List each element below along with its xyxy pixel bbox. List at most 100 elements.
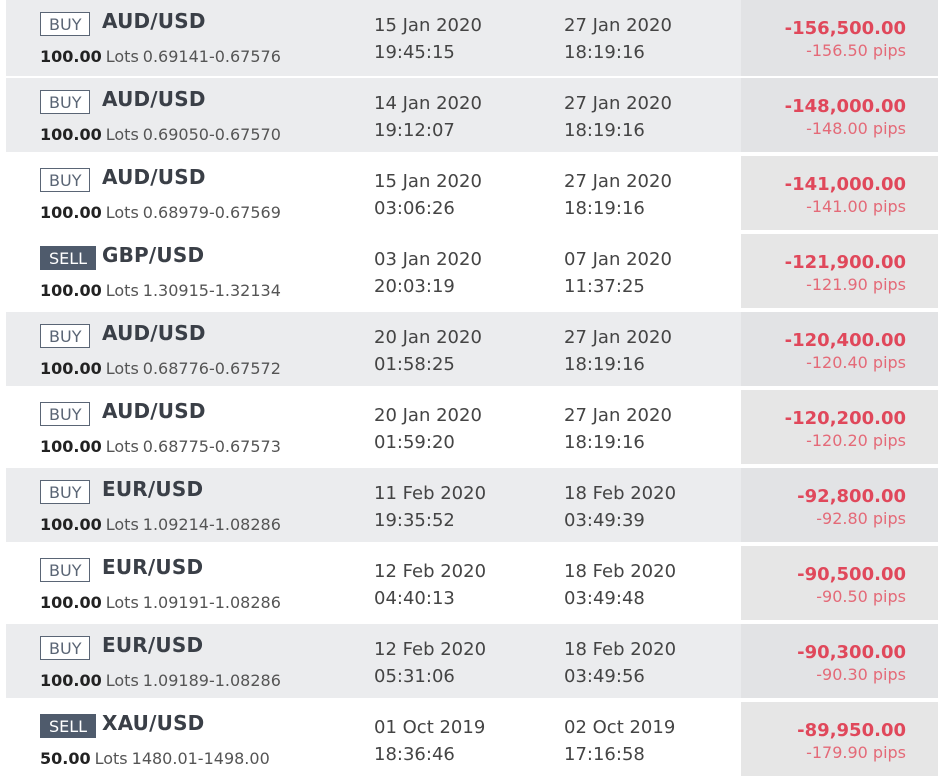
side-badge: BUY bbox=[40, 168, 91, 192]
profit-value: -120,200.00 bbox=[784, 408, 906, 429]
pnl-cell: -120,400.00 -120.40 pips bbox=[741, 312, 938, 386]
lots-unit: Lots bbox=[105, 125, 139, 144]
pnl-cell: -141,000.00 -141.00 pips bbox=[741, 156, 938, 230]
close-date: 18 Feb 2020 bbox=[564, 639, 677, 660]
open-datetime: 12 Feb 2020 05:31:06 bbox=[374, 636, 486, 690]
close-date: 18 Feb 2020 bbox=[564, 561, 677, 582]
open-datetime: 11 Feb 2020 19:35:52 bbox=[374, 480, 486, 534]
pnl-cell: -90,300.00 -90.30 pips bbox=[741, 624, 938, 698]
trade-row[interactable]: SELL XAU/USD 50.00 Lots 1480.01-1498.00 01… bbox=[6, 702, 938, 776]
trade-row[interactable]: SELL GBP/USD 100.00 Lots 1.30915-1.32134 0… bbox=[6, 234, 938, 308]
profit-value: -121,900.00 bbox=[784, 252, 906, 273]
open-datetime: 12 Feb 2020 04:40:13 bbox=[374, 558, 486, 612]
trade-row[interactable]: BUY EUR/USD 100.00 Lots 1.09189-1.08286 12… bbox=[6, 624, 938, 698]
profit-value: -90,300.00 bbox=[797, 642, 906, 663]
open-date: 20 Jan 2020 bbox=[374, 327, 482, 348]
lot-size: 100.00 bbox=[40, 359, 102, 378]
open-datetime: 20 Jan 2020 01:59:20 bbox=[374, 402, 482, 456]
pips-value: -120.20 pips bbox=[806, 431, 906, 450]
side-badge: SELL bbox=[40, 714, 97, 738]
lots-line: 100.00 Lots 0.68776-0.67572 bbox=[40, 359, 281, 378]
profit-value: -120,400.00 bbox=[784, 330, 906, 351]
pnl-cell: -120,200.00 -120.20 pips bbox=[741, 390, 938, 464]
open-time: 01:59:20 bbox=[374, 432, 455, 453]
close-datetime: 27 Jan 2020 18:19:16 bbox=[564, 168, 672, 222]
trade-row[interactable]: BUY AUD/USD 100.00 Lots 0.68979-0.67569 15… bbox=[6, 156, 938, 230]
open-datetime: 03 Jan 2020 20:03:19 bbox=[374, 246, 482, 300]
price-range: 0.68979-0.67569 bbox=[142, 203, 281, 222]
open-time: 19:12:07 bbox=[374, 120, 455, 141]
pips-value: -90.30 pips bbox=[816, 665, 906, 684]
close-date: 27 Jan 2020 bbox=[564, 93, 672, 114]
close-time: 03:49:56 bbox=[564, 666, 645, 687]
lots-unit: Lots bbox=[105, 437, 139, 456]
pnl-cell: -90,500.00 -90.50 pips bbox=[741, 546, 938, 620]
lot-size: 50.00 bbox=[40, 749, 91, 768]
open-time: 05:31:06 bbox=[374, 666, 455, 687]
close-date: 27 Jan 2020 bbox=[564, 171, 672, 192]
lot-size: 100.00 bbox=[40, 593, 102, 612]
lots-line: 100.00 Lots 0.69141-0.67576 bbox=[40, 47, 281, 66]
symbol-label: AUD/USD bbox=[102, 165, 206, 189]
symbol-label: AUD/USD bbox=[102, 399, 206, 423]
profit-value: -141,000.00 bbox=[784, 174, 906, 195]
lot-size: 100.00 bbox=[40, 125, 102, 144]
pips-value: -121.90 pips bbox=[806, 275, 906, 294]
open-datetime: 15 Jan 2020 19:45:15 bbox=[374, 12, 482, 66]
pips-value: -120.40 pips bbox=[806, 353, 906, 372]
profit-value: -90,500.00 bbox=[797, 564, 906, 585]
close-time: 03:49:39 bbox=[564, 510, 645, 531]
trade-row[interactable]: BUY AUD/USD 100.00 Lots 0.69050-0.67570 14… bbox=[6, 78, 938, 152]
open-datetime: 15 Jan 2020 03:06:26 bbox=[374, 168, 482, 222]
profit-value: -156,500.00 bbox=[784, 18, 906, 39]
pnl-cell: -92,800.00 -92.80 pips bbox=[741, 468, 938, 542]
close-date: 07 Jan 2020 bbox=[564, 249, 672, 270]
open-time: 19:35:52 bbox=[374, 510, 455, 531]
lots-unit: Lots bbox=[105, 47, 139, 66]
price-range: 0.69141-0.67576 bbox=[142, 47, 281, 66]
open-time: 18:36:46 bbox=[374, 744, 455, 765]
trade-row[interactable]: BUY AUD/USD 100.00 Lots 0.68775-0.67573 20… bbox=[6, 390, 938, 464]
close-time: 18:19:16 bbox=[564, 198, 645, 219]
profit-value: -89,950.00 bbox=[797, 720, 906, 741]
close-datetime: 02 Oct 2019 17:16:58 bbox=[564, 714, 675, 768]
lots-unit: Lots bbox=[105, 515, 139, 534]
open-time: 04:40:13 bbox=[374, 588, 455, 609]
trade-row[interactable]: BUY AUD/USD 100.00 Lots 0.68776-0.67572 20… bbox=[6, 312, 938, 386]
lot-size: 100.00 bbox=[40, 281, 102, 300]
open-date: 03 Jan 2020 bbox=[374, 249, 482, 270]
price-range: 0.68776-0.67572 bbox=[142, 359, 281, 378]
lots-line: 100.00 Lots 1.09191-1.08286 bbox=[40, 593, 281, 612]
close-date: 27 Jan 2020 bbox=[564, 15, 672, 36]
price-range: 1.09214-1.08286 bbox=[142, 515, 281, 534]
side-badge: BUY bbox=[40, 324, 91, 348]
close-time: 18:19:16 bbox=[564, 42, 645, 63]
lots-line: 50.00 Lots 1480.01-1498.00 bbox=[40, 749, 270, 768]
open-date: 14 Jan 2020 bbox=[374, 93, 482, 114]
pips-value: -141.00 pips bbox=[806, 197, 906, 216]
lots-unit: Lots bbox=[105, 359, 139, 378]
pnl-cell: -89,950.00 -179.90 pips bbox=[741, 702, 938, 776]
lots-line: 100.00 Lots 1.30915-1.32134 bbox=[40, 281, 281, 300]
lots-unit: Lots bbox=[105, 281, 139, 300]
close-datetime: 18 Feb 2020 03:49:56 bbox=[564, 636, 676, 690]
lots-line: 100.00 Lots 1.09214-1.08286 bbox=[40, 515, 281, 534]
trade-row[interactable]: BUY EUR/USD 100.00 Lots 1.09214-1.08286 11… bbox=[6, 468, 938, 542]
open-date: 12 Feb 2020 bbox=[374, 639, 487, 660]
close-date: 18 Feb 2020 bbox=[564, 483, 677, 504]
close-date: 27 Jan 2020 bbox=[564, 327, 672, 348]
price-range: 0.69050-0.67570 bbox=[142, 125, 281, 144]
trade-row[interactable]: BUY EUR/USD 100.00 Lots 1.09191-1.08286 12… bbox=[6, 546, 938, 620]
close-datetime: 27 Jan 2020 18:19:16 bbox=[564, 12, 672, 66]
symbol-label: AUD/USD bbox=[102, 87, 206, 111]
close-time: 18:19:16 bbox=[564, 432, 645, 453]
open-date: 20 Jan 2020 bbox=[374, 405, 482, 426]
pnl-cell: -148,000.00 -148.00 pips bbox=[741, 78, 938, 152]
open-datetime: 01 Oct 2019 18:36:46 bbox=[374, 714, 485, 768]
open-time: 20:03:19 bbox=[374, 276, 455, 297]
lots-line: 100.00 Lots 0.68979-0.67569 bbox=[40, 203, 281, 222]
open-date: 15 Jan 2020 bbox=[374, 171, 482, 192]
open-date: 15 Jan 2020 bbox=[374, 15, 482, 36]
trade-row[interactable]: BUY AUD/USD 100.00 Lots 0.69141-0.67576 15… bbox=[6, 0, 938, 76]
pips-value: -179.90 pips bbox=[806, 743, 906, 762]
